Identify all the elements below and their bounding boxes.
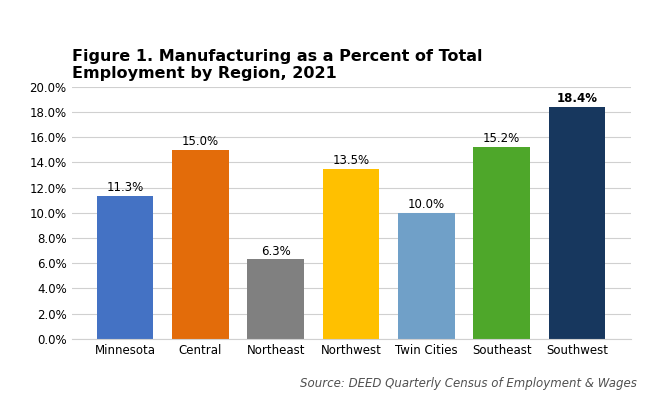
- Bar: [549, 107, 605, 339]
- Text: 11.3%: 11.3%: [107, 182, 144, 195]
- Text: Figure 1. Manufacturing as a Percent of Total
Employment by Region, 2021: Figure 1. Manufacturing as a Percent of …: [72, 49, 482, 81]
- Bar: [398, 213, 454, 339]
- Text: 6.3%: 6.3%: [261, 245, 291, 258]
- Bar: [248, 259, 304, 339]
- Bar: [323, 169, 379, 339]
- Bar: [172, 150, 229, 339]
- Text: 10.0%: 10.0%: [408, 198, 445, 211]
- Text: 15.2%: 15.2%: [483, 132, 520, 145]
- Bar: [473, 147, 530, 339]
- Bar: [97, 196, 153, 339]
- Text: 18.4%: 18.4%: [556, 92, 597, 105]
- Text: Source: DEED Quarterly Census of Employment & Wages: Source: DEED Quarterly Census of Employm…: [300, 377, 637, 390]
- Text: 13.5%: 13.5%: [332, 154, 370, 167]
- Text: 15.0%: 15.0%: [182, 135, 219, 148]
